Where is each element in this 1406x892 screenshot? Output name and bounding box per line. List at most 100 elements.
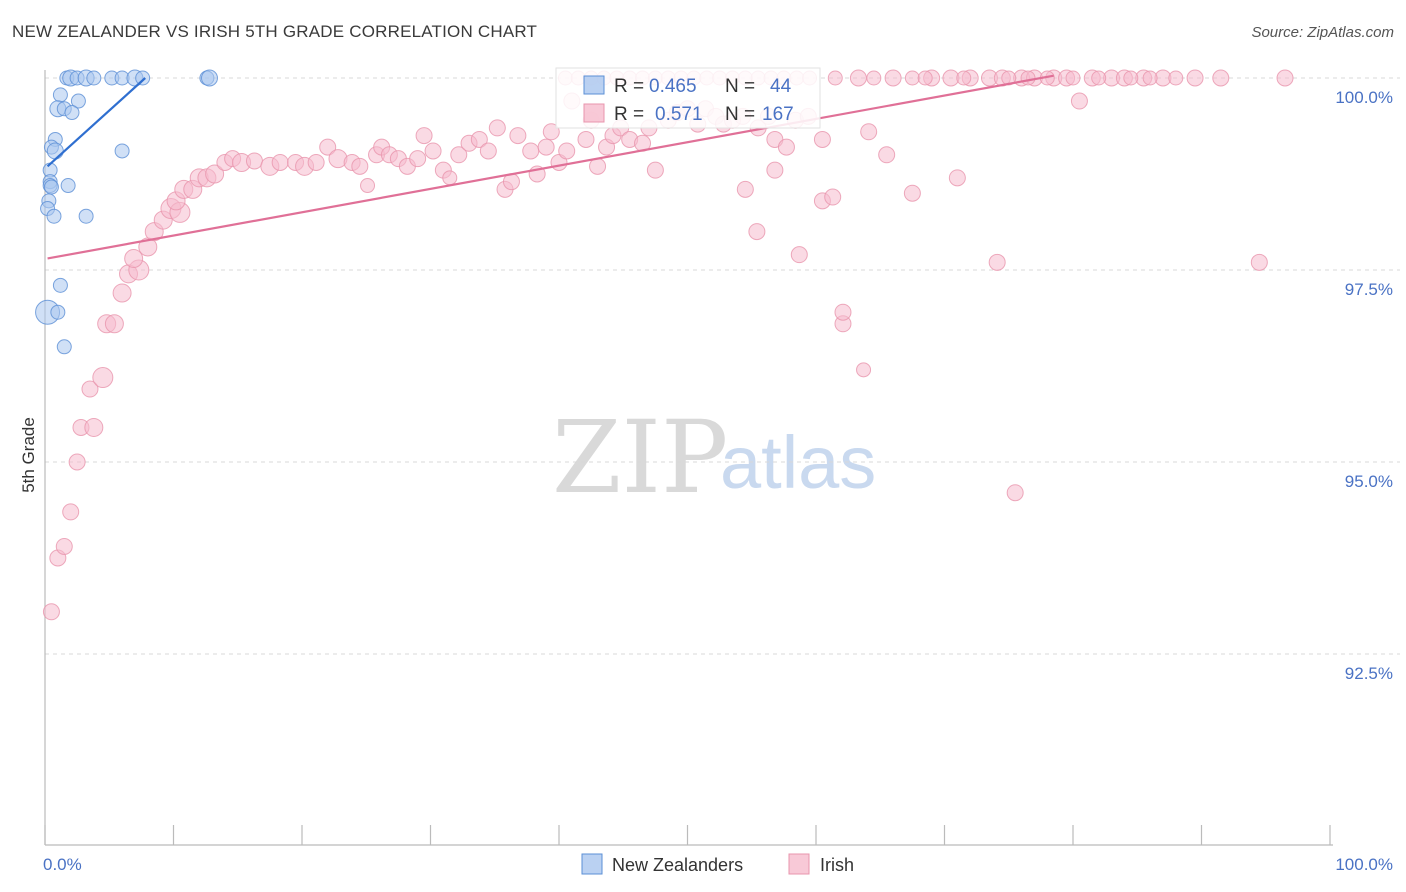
point-irish-125: [1212, 69, 1230, 87]
point-irish-14: [124, 248, 144, 268]
point-irish-89: [766, 161, 784, 179]
legend-n-value-irish: 167: [762, 104, 794, 125]
point-irish-150: [917, 70, 933, 86]
point-irish-100: [849, 69, 867, 87]
x-tick-label-min: 0.0%: [43, 855, 82, 874]
point-irish-7: [81, 380, 99, 398]
point-irish-151: [956, 70, 972, 86]
legend-r-label-irish: R =: [614, 104, 644, 125]
point-new-zealanders-9: [200, 69, 218, 87]
point-irish-124: [1186, 69, 1204, 87]
point-irish-60: [537, 138, 555, 156]
point-irish-148: [866, 70, 882, 86]
point-irish-90: [777, 138, 795, 156]
point-irish-49: [442, 170, 458, 186]
source-credit: Source: ZipAtlas.com: [1251, 24, 1394, 41]
legend-r-label-new-zealanders: R =: [614, 76, 644, 97]
point-irish-159: [1168, 70, 1184, 86]
x-tick-label-max: 100.0%: [1335, 855, 1393, 874]
y-tick-label-0: 100.0%: [1335, 88, 1393, 107]
point-irish-113: [1006, 484, 1024, 502]
point-irish-126: [1250, 253, 1268, 271]
point-irish-54: [488, 119, 506, 137]
legend-n-label-new-zealanders: N =: [725, 76, 755, 97]
point-irish-58: [522, 142, 540, 160]
point-irish-6: [84, 417, 104, 437]
series-new-zealanders: [35, 69, 218, 355]
point-irish-96: [824, 188, 842, 206]
point-irish-52: [470, 130, 488, 148]
point-irish-45: [409, 150, 427, 168]
point-new-zealanders-27: [46, 208, 62, 224]
point-irish-50: [450, 146, 468, 164]
point-irish-47: [424, 142, 442, 160]
tick-labels: 100.0% 97.5% 95.0% 92.5% 0.0% 100.0%: [43, 88, 1393, 874]
point-irish-92: [790, 246, 808, 264]
point-irish-67: [589, 157, 607, 175]
point-irish-65: [577, 130, 595, 148]
point-irish-3: [62, 503, 80, 521]
y-tick-label-1: 97.5%: [1345, 280, 1393, 299]
chart-title: NEW ZEALANDER VS IRISH 5TH GRADE CORRELA…: [12, 22, 538, 41]
point-new-zealanders-15: [64, 105, 80, 121]
point-new-zealanders-32: [56, 339, 72, 355]
point-irish-101: [856, 362, 872, 378]
point-irish-74: [646, 161, 664, 179]
point-irish-152: [1001, 70, 1017, 86]
point-irish-99: [834, 303, 852, 321]
trend-lines: [46, 74, 1054, 260]
watermark: ZIP atlas: [552, 399, 876, 516]
point-irish-127: [1276, 69, 1294, 87]
legend-n-value-new-zealanders: 44: [770, 76, 792, 97]
point-new-zealanders-29: [52, 277, 68, 293]
point-irish-104: [884, 69, 902, 87]
point-irish-53: [479, 142, 497, 160]
point-irish-38: [351, 157, 369, 175]
point-new-zealanders-31: [50, 304, 66, 320]
series-legend-label-irish: Irish: [820, 855, 854, 875]
point-new-zealanders-23: [60, 178, 76, 194]
point-irish-8: [92, 367, 114, 389]
trend-line-new-zealanders: [46, 77, 146, 168]
correlation-legend: R = 0.465 N = 44 R = 0.571 N = 167: [555, 67, 821, 129]
point-irish-34: [307, 153, 325, 171]
point-new-zealanders-24: [43, 179, 59, 195]
point-irish-61: [542, 123, 560, 141]
point-irish-155: [1065, 70, 1081, 86]
point-irish-0: [42, 603, 60, 621]
point-irish-31: [271, 153, 289, 171]
y-tick-label-3: 92.5%: [1345, 664, 1393, 683]
point-irish-97: [827, 70, 843, 86]
point-irish-4: [68, 453, 86, 471]
point-new-zealanders-7: [135, 70, 151, 86]
point-irish-46: [415, 127, 433, 145]
series-legend-label-new-zealanders: New Zealanders: [612, 855, 743, 875]
point-new-zealanders-10: [86, 70, 102, 86]
point-irish-118: [1070, 92, 1088, 110]
point-irish-102: [860, 123, 878, 141]
point-irish-84: [736, 180, 754, 198]
legend-swatch-irish: [583, 103, 605, 123]
series-legend: New Zealanders Irish: [581, 853, 854, 875]
point-irish-105: [903, 184, 921, 202]
trend-line-irish: [47, 74, 1054, 260]
point-new-zealanders-28: [78, 208, 94, 224]
legend-n-label-irish: N =: [725, 104, 755, 125]
point-new-zealanders-19: [114, 143, 130, 159]
point-irish-153: [1020, 70, 1036, 86]
series-legend-swatch-new-zealanders: [581, 853, 603, 875]
series-legend-swatch-irish: [788, 853, 810, 875]
point-irish-2: [55, 537, 73, 555]
point-irish-111: [988, 253, 1006, 271]
point-irish-158: [1142, 70, 1158, 86]
point-irish-25: [205, 164, 225, 184]
watermark-zip: ZIP: [552, 399, 728, 516]
y-tick-label-2: 95.0%: [1345, 472, 1393, 491]
legend-r-value-new-zealanders: 0.465: [649, 76, 697, 97]
point-irish-108: [948, 169, 966, 187]
point-irish-57: [509, 127, 527, 145]
point-new-zealanders-18: [46, 142, 64, 160]
point-irish-157: [1123, 70, 1139, 86]
